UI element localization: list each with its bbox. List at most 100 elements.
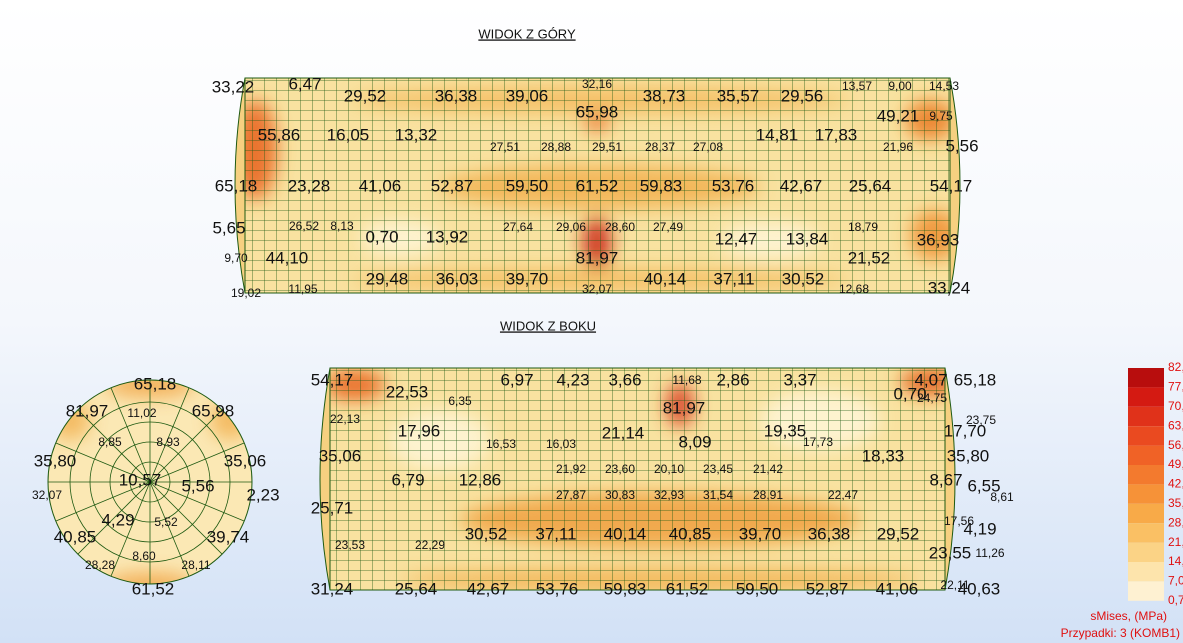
stress-label: 6,55 — [967, 476, 1000, 495]
legend-swatch — [1128, 543, 1164, 562]
stress-label: 53,76 — [536, 579, 579, 598]
stress-label: 42,67 — [780, 176, 823, 195]
stress-label: 37,11 — [535, 524, 576, 543]
stress-label: 36,93 — [917, 230, 960, 249]
stress-label: 32,07 — [582, 282, 612, 296]
stress-label: 17,96 — [398, 421, 441, 440]
stress-label: 30,52 — [782, 269, 825, 288]
stress-label: 55,86 — [258, 125, 301, 144]
stress-label: 39,74 — [207, 527, 250, 546]
stress-label: 9,75 — [929, 109, 953, 123]
stress-label: 8,09 — [678, 432, 711, 451]
stress-label: 21,14 — [602, 423, 645, 442]
stress-label: 29,52 — [877, 524, 920, 543]
stress-label: 61,52 — [576, 176, 619, 195]
stress-label: 36,03 — [436, 269, 479, 288]
stress-label: 6,79 — [391, 470, 424, 489]
legend-value: 49,00 — [1168, 457, 1183, 471]
legend-value: 82,79 — [1168, 360, 1183, 374]
stress-label: 28,11 — [181, 558, 210, 572]
stress-label: 5,56 — [945, 136, 978, 155]
stress-label: 12,86 — [459, 470, 502, 489]
stress-label: 16,53 — [486, 437, 516, 451]
stress-label: 25,64 — [395, 579, 438, 598]
stress-label: 39,70 — [506, 269, 549, 288]
legend-swatch — [1128, 446, 1164, 465]
stress-label: 52,87 — [806, 579, 849, 598]
stress-label: 65,18 — [134, 374, 177, 393]
stress-label: 0,70 — [365, 227, 398, 246]
stress-label: 6,97 — [500, 370, 533, 389]
stress-label: 17,73 — [803, 435, 833, 449]
stress-label: 16,03 — [546, 437, 576, 451]
stress-label: 8,85 — [98, 435, 122, 449]
legend-quantity: sMises, (MPa) — [1090, 609, 1167, 623]
stress-label: 6,47 — [288, 74, 321, 93]
stress-label: 27,87 — [556, 488, 586, 502]
stress-label: 2,86 — [716, 370, 749, 389]
stress-label: 21,52 — [848, 248, 891, 267]
stress-label: 35,57 — [717, 86, 760, 105]
stress-label: 81,97 — [576, 248, 619, 267]
stress-label: 4,29 — [101, 510, 134, 529]
stress-label: 11,26 — [975, 546, 1004, 560]
stress-label: 27,51 — [490, 140, 520, 154]
stress-label: 59,50 — [736, 579, 779, 598]
stress-label: 13,84 — [786, 229, 829, 248]
stress-label: 5,52 — [154, 515, 178, 529]
stress-label: 33,24 — [928, 278, 971, 297]
stress-label: 4,07 — [914, 370, 947, 389]
stress-label: 18,79 — [848, 220, 878, 234]
stress-label: 24,75 — [917, 391, 947, 405]
legend-value: 56,00 — [1168, 438, 1183, 452]
stress-label: 81,97 — [66, 401, 109, 420]
stress-label: 8,67 — [929, 470, 962, 489]
stress-label: 18,33 — [862, 446, 905, 465]
stress-label: 9,70 — [224, 251, 248, 265]
stress-label: 12,47 — [715, 229, 758, 248]
stress-label: 22,29 — [415, 538, 445, 552]
stress-label: 35,80 — [947, 446, 990, 465]
stress-label: 36,38 — [435, 86, 478, 105]
stress-label: 41,06 — [359, 176, 402, 195]
stress-label: 21,92 — [556, 462, 586, 476]
legend-swatch — [1128, 465, 1164, 484]
stress-label: 52,87 — [431, 176, 474, 195]
stress-label: 25,64 — [849, 176, 892, 195]
stress-label: 39,70 — [739, 524, 782, 543]
stress-label: 9,00 — [888, 79, 912, 93]
stress-label: 59,83 — [640, 176, 683, 195]
stress-label: 12,68 — [839, 282, 869, 296]
stress-label: 40,85 — [54, 527, 97, 546]
stress-label: 13,32 — [395, 125, 438, 144]
legend-value: 7,00 — [1168, 574, 1183, 588]
stress-label: 27,49 — [653, 220, 683, 234]
side-view-title: WIDOK Z BOKU — [500, 318, 596, 333]
stress-label: 32,07 — [32, 488, 62, 502]
stress-label: 81,97 — [663, 398, 706, 417]
stress-label: 31,54 — [703, 488, 733, 502]
stress-label: 29,06 — [556, 220, 586, 234]
stress-label: 8,13 — [330, 219, 354, 233]
stress-label: 20,10 — [654, 462, 684, 476]
stress-label: 40,14 — [644, 269, 687, 288]
legend-swatch — [1128, 523, 1164, 542]
stress-label: 59,83 — [604, 579, 647, 598]
stress-label: 26,52 — [289, 219, 319, 233]
stress-label: 40,85 — [669, 524, 712, 543]
stress-label: 27,08 — [693, 140, 723, 154]
legend-value: 28,00 — [1168, 515, 1183, 529]
stress-label: 35,06 — [319, 446, 362, 465]
stress-label: 13,57 — [842, 79, 872, 93]
stress-label: 3,66 — [608, 370, 641, 389]
stress-label: 6,35 — [448, 394, 472, 408]
stress-label: 28,37 — [645, 140, 675, 154]
stress-label: 2,23 — [246, 485, 279, 504]
stress-label: 28,88 — [541, 140, 571, 154]
stress-label: 14,81 — [756, 125, 799, 144]
stress-label: 29,48 — [366, 269, 409, 288]
legend-swatch — [1128, 368, 1164, 387]
stress-label: 32,16 — [582, 77, 612, 91]
stress-label: 28,91 — [753, 488, 783, 502]
legend-swatch — [1128, 387, 1164, 406]
